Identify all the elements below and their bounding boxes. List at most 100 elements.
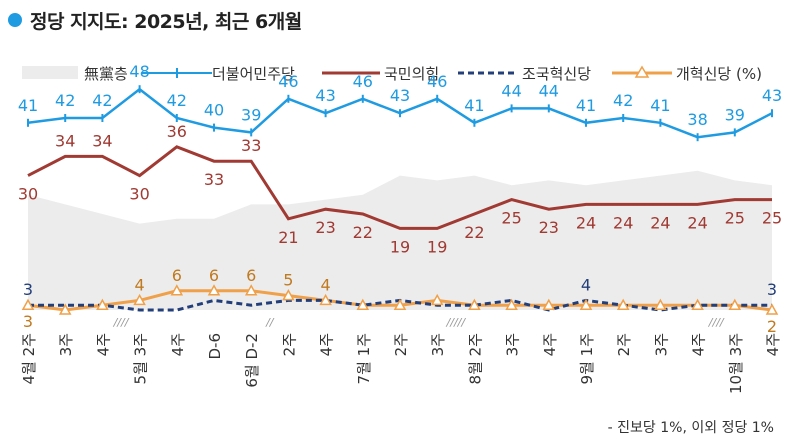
axis-break-mark: ///// bbox=[446, 316, 467, 329]
x-tick-label: 10월 3주 bbox=[727, 333, 745, 394]
dem-data-label: 46 bbox=[353, 72, 373, 91]
ppp-data-label: 19 bbox=[427, 237, 447, 256]
legend-label-rebuild: 조국혁신당 bbox=[522, 65, 591, 83]
dem-data-label: 39 bbox=[725, 105, 745, 124]
dem-data-label: 46 bbox=[278, 72, 298, 91]
reform-marker bbox=[319, 293, 332, 306]
reform-marker bbox=[21, 298, 35, 310]
legend-label-no-party: 無黨층 bbox=[84, 65, 128, 83]
legend-marker-reform bbox=[634, 65, 650, 78]
reform-marker bbox=[691, 298, 704, 310]
reform-data-label: 4 bbox=[135, 275, 145, 294]
x-tick-label: 3주 bbox=[57, 333, 75, 356]
ppp-data-label: 25 bbox=[762, 209, 782, 228]
dem-data-label: 41 bbox=[464, 96, 484, 115]
reform-marker bbox=[430, 293, 444, 306]
title-bullet-icon bbox=[8, 13, 22, 27]
legend-label-reform: 개혁신당 (%) bbox=[676, 65, 762, 83]
ppp-data-label: 24 bbox=[687, 213, 707, 232]
reform-data-label: 6 bbox=[209, 266, 219, 285]
reform-marker bbox=[244, 284, 258, 296]
x-tick-label: 4주 bbox=[169, 333, 187, 356]
x-tick-label: 9월 1주 bbox=[578, 333, 596, 384]
title-area: 정당 지지도: 2025년, 최근 6개월 bbox=[8, 6, 302, 34]
ppp-data-label: 24 bbox=[650, 213, 670, 232]
reform-data-label: 4 bbox=[321, 275, 331, 294]
x-tick-label: 3주 bbox=[504, 333, 522, 356]
dem-data-label: 46 bbox=[427, 72, 447, 91]
dem-data-label: 43 bbox=[315, 86, 335, 105]
reform-marker bbox=[616, 298, 630, 310]
ppp-data-label: 22 bbox=[353, 223, 373, 242]
reform-marker bbox=[579, 298, 593, 310]
legend-label-ppp: 국민의힘 bbox=[384, 65, 439, 83]
ppp-data-label: 25 bbox=[501, 209, 521, 228]
reform-marker bbox=[207, 284, 221, 296]
x-tick-label: 2주 bbox=[615, 333, 633, 356]
reform-marker bbox=[654, 298, 667, 310]
x-tick-label: 3주 bbox=[429, 333, 447, 356]
dem-data-label: 42 bbox=[167, 91, 187, 110]
rebuild-data-label: 3 bbox=[23, 280, 33, 299]
dem-data-label: 41 bbox=[18, 96, 38, 115]
x-tick-label: 2주 bbox=[392, 333, 410, 356]
x-tick-label: 4주 bbox=[690, 333, 708, 356]
x-tick-label: 7월 1주 bbox=[355, 333, 373, 384]
x-tick-label: 6월 D-2 bbox=[243, 333, 261, 388]
reform-marker bbox=[133, 293, 146, 306]
reform-marker bbox=[393, 298, 407, 310]
x-tick-label: 4주 bbox=[764, 333, 782, 356]
reform-marker bbox=[282, 289, 295, 301]
legend-label-dem: 더불어민주당 bbox=[212, 65, 295, 83]
reform-data-label: 6 bbox=[172, 266, 182, 285]
dem-data-label: 44 bbox=[501, 81, 521, 100]
ppp-data-label: 36 bbox=[167, 122, 187, 141]
dem-data-label: 43 bbox=[390, 86, 410, 105]
dem-data-label: 38 bbox=[687, 110, 707, 129]
rebuild-data-label: 4 bbox=[581, 275, 591, 294]
reform-marker bbox=[96, 298, 109, 310]
reform-marker bbox=[468, 298, 481, 310]
ppp-data-label: 21 bbox=[278, 228, 298, 247]
x-tick-label: 4주 bbox=[94, 333, 112, 356]
ppp-data-label: 25 bbox=[725, 209, 745, 228]
reform-marker bbox=[765, 303, 779, 315]
dem-data-label: 42 bbox=[613, 91, 633, 110]
ppp-data-label: 23 bbox=[315, 218, 335, 237]
chart-title: 정당 지지도: 2025년, 최근 6개월 bbox=[30, 10, 302, 33]
rebuild-data-label: 3 bbox=[767, 280, 777, 299]
ppp-data-label: 19 bbox=[390, 237, 410, 256]
ppp-data-label: 23 bbox=[539, 218, 559, 237]
series-line-ppp bbox=[27, 145, 772, 230]
reform-data-label: 6 bbox=[246, 266, 256, 285]
reform-marker bbox=[170, 284, 184, 296]
ppp-data-label: 33 bbox=[204, 170, 224, 189]
ppp-data-label: 34 bbox=[55, 131, 75, 150]
ppp-data-label: 34 bbox=[92, 131, 112, 150]
x-tick-label: 4주 bbox=[541, 333, 559, 356]
axis-break-mark: // bbox=[265, 316, 275, 329]
ppp-data-label: 33 bbox=[241, 136, 261, 155]
reform-marker bbox=[58, 303, 72, 315]
reform-marker bbox=[356, 298, 370, 310]
ppp-data-label: 30 bbox=[18, 185, 38, 204]
dem-data-label: 44 bbox=[539, 81, 559, 100]
x-tick-label: 5월 3주 bbox=[132, 333, 150, 384]
ppp-data-label: 24 bbox=[576, 213, 596, 232]
ppp-data-label: 22 bbox=[464, 223, 484, 242]
legend-swatch-no-party bbox=[22, 66, 78, 79]
reform-data-label: 3 bbox=[23, 312, 33, 331]
dem-data-label: 42 bbox=[55, 91, 75, 110]
axis-break-mark: //// bbox=[113, 316, 130, 329]
reform-marker bbox=[728, 298, 742, 310]
reform-data-label: 5 bbox=[283, 271, 293, 290]
reform-data-label: 2 bbox=[767, 317, 777, 336]
reform-marker bbox=[505, 298, 518, 310]
dem-data-label: 41 bbox=[650, 96, 670, 115]
dem-data-label: 40 bbox=[204, 101, 224, 120]
footnote: - 진보당 1%, 이외 정당 1% bbox=[607, 420, 774, 436]
dem-data-label: 48 bbox=[129, 62, 149, 81]
dem-data-label: 43 bbox=[762, 86, 782, 105]
dem-data-label: 41 bbox=[576, 96, 596, 115]
axis-break-mark: //// bbox=[708, 316, 725, 329]
